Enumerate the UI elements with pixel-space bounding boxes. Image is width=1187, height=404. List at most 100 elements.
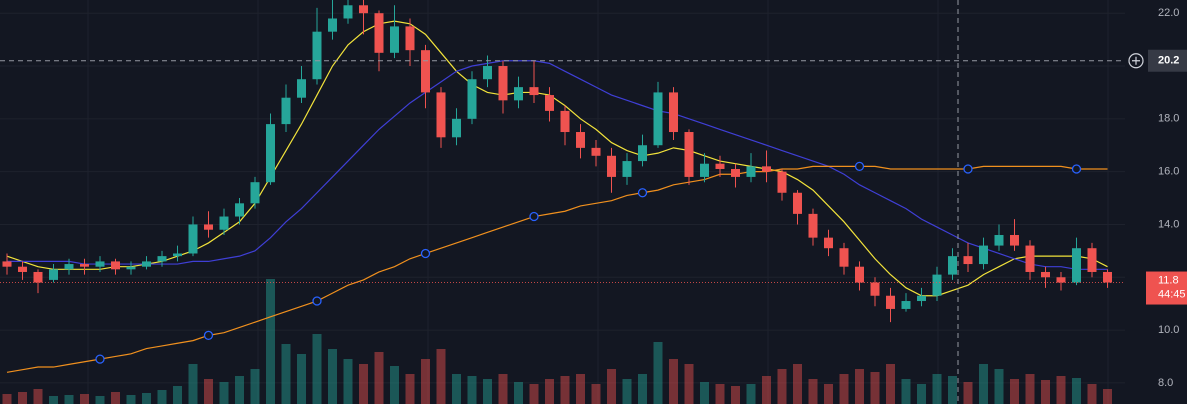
- candle-body: [49, 269, 58, 280]
- add-icon-plus: [1132, 56, 1140, 65]
- candle-body: [886, 295, 895, 309]
- candle-body: [374, 13, 384, 53]
- candle-body: [607, 155, 616, 177]
- candle-body: [917, 295, 926, 302]
- candle-body: [33, 271, 43, 283]
- countdown-label: 44:45: [1158, 288, 1186, 300]
- y-tick-label: 22.0: [1158, 7, 1179, 19]
- volume-bar: [901, 379, 911, 404]
- ma-line: [7, 60, 1108, 270]
- volume-bar: [188, 364, 198, 404]
- candle-body: [359, 5, 368, 14]
- candle-body: [188, 224, 198, 254]
- candle-body: [297, 79, 306, 98]
- volume-bar: [545, 379, 554, 404]
- candle-body: [514, 87, 523, 101]
- ma-marker: [963, 164, 973, 174]
- candle-body: [576, 132, 585, 148]
- volume-bar: [917, 384, 926, 404]
- ma-marker: [854, 161, 865, 172]
- candle-body: [312, 31, 322, 80]
- ma-line: [6, 165, 1108, 373]
- candle-body: [839, 248, 849, 267]
- volume-bar: [669, 359, 678, 404]
- volume-bar: [18, 392, 27, 404]
- candle-body: [1087, 248, 1097, 272]
- candle-body: [142, 261, 151, 267]
- y-tick-label: 14.0: [1158, 218, 1179, 230]
- candle-body: [901, 301, 911, 309]
- crosshair-box: [1148, 49, 1187, 72]
- candle-body: [653, 92, 663, 146]
- volume-bar: [467, 376, 477, 404]
- candle-body: [111, 261, 120, 270]
- volume-bar: [684, 364, 694, 404]
- overlay: [0, 0, 1125, 404]
- volume-bar: [235, 376, 244, 404]
- y-tick-label: 10.0: [1158, 324, 1179, 336]
- volume-bar: [855, 369, 864, 404]
- volume-bar: [250, 369, 260, 404]
- candle-body: [560, 110, 570, 133]
- candle-body: [266, 124, 275, 183]
- candle-body: [793, 192, 802, 214]
- candle-body: [638, 145, 647, 162]
- volume-bar: [1072, 378, 1081, 404]
- volume-bar: [281, 344, 291, 404]
- volume-bar: [607, 369, 616, 404]
- candle-body: [545, 95, 554, 111]
- candle-body: [80, 264, 89, 267]
- candle-body: [421, 50, 430, 93]
- ma-marker: [420, 248, 431, 259]
- volume-bar: [483, 379, 492, 404]
- candle-body: [855, 266, 864, 283]
- candle-body: [979, 245, 988, 265]
- candle-body: [529, 87, 539, 96]
- candle-body: [1103, 271, 1112, 283]
- volume-bar: [979, 364, 988, 404]
- volume-bar: [204, 379, 213, 404]
- volume-bar: [777, 369, 787, 404]
- volume-bar: [436, 349, 446, 404]
- candle-body: [731, 168, 740, 177]
- volume-bar: [653, 342, 663, 404]
- volume-bar: [576, 374, 585, 404]
- volume-layer: [2, 279, 1112, 404]
- volume-bar: [1087, 384, 1097, 404]
- volume-bar: [266, 279, 275, 404]
- volume-bar: [746, 384, 756, 404]
- add-alert-button[interactable]: [1128, 53, 1144, 69]
- candle-body: [700, 163, 709, 177]
- volume-bar: [948, 376, 957, 404]
- volume-bar: [591, 384, 601, 404]
- volume-bar: [870, 372, 880, 404]
- candle-body: [452, 118, 461, 138]
- volume-bar: [514, 382, 523, 404]
- volume-bar: [64, 395, 74, 404]
- volume-bar: [49, 396, 58, 404]
- candle-body: [994, 235, 1004, 246]
- candle-body: [250, 182, 260, 204]
- candle-body: [948, 256, 957, 275]
- candle-body: [405, 26, 415, 51]
- candle-body: [963, 256, 973, 265]
- candle-body: [870, 282, 880, 296]
- volume-bar: [700, 382, 709, 404]
- volume-bar: [1010, 379, 1019, 404]
- ma-marker: [312, 296, 322, 306]
- volume-bar: [498, 374, 508, 404]
- volume-bar: [1056, 376, 1066, 404]
- candle-body: [436, 92, 446, 138]
- last-price-label: 11.8: [1158, 274, 1179, 286]
- volume-bar: [638, 374, 647, 404]
- candle-body: [1056, 277, 1066, 283]
- y-tick-label: 8.0: [1158, 377, 1173, 389]
- candle-body: [1025, 245, 1035, 272]
- candle-body: [1041, 271, 1050, 278]
- volume-bar: [622, 379, 632, 404]
- candle-body: [715, 163, 725, 169]
- volume-bar: [126, 395, 136, 404]
- volume-bar: [762, 376, 771, 404]
- candle-body: [390, 26, 399, 53]
- candle-body: [328, 18, 337, 32]
